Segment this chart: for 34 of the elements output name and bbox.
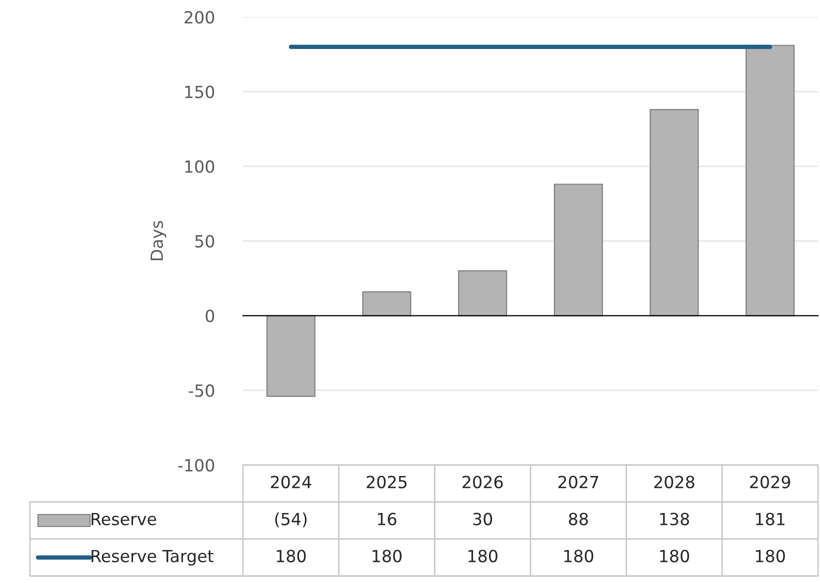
x-tick-label: 2029 [750, 476, 790, 488]
y-tick-label: 0 [206, 310, 214, 322]
x-tick-label: 2026 [462, 476, 503, 488]
data-label: 30 [473, 512, 492, 526]
data-label: 16 [378, 512, 396, 526]
bar [650, 109, 699, 316]
y-tick-label: -50 [188, 384, 214, 397]
y-tick-label: 50 [195, 234, 214, 248]
bar [458, 270, 508, 316]
x-tick-label: 2028 [654, 476, 694, 488]
legend-label: Reserve Target [92, 550, 214, 566]
y-axis-title: Days [150, 221, 166, 260]
data-label: 138 [660, 512, 690, 526]
data-label: 88 [568, 512, 588, 526]
data-label: 180 [372, 550, 402, 562]
legend-label: Reserve [92, 512, 156, 526]
data-label: 180 [660, 550, 690, 562]
bar [554, 184, 603, 316]
y-tick-label: -100 [178, 458, 214, 472]
data-label: 181 [756, 512, 784, 526]
x-tick-label: 2027 [558, 476, 598, 488]
bar [266, 315, 316, 397]
bar [746, 44, 795, 316]
data-label: 180 [468, 550, 498, 562]
data-label: (54) [275, 512, 307, 528]
bar [362, 291, 412, 316]
x-tick-label: 2025 [366, 476, 406, 488]
x-tick-label: 2024 [270, 476, 312, 488]
y-tick-label: 200 [184, 10, 214, 24]
y-tick-label: 150 [185, 86, 214, 98]
y-tick-label: 100 [185, 160, 214, 173]
data-label: 180 [276, 550, 306, 562]
data-label: 180 [564, 550, 594, 562]
data-label: 180 [756, 550, 785, 562]
